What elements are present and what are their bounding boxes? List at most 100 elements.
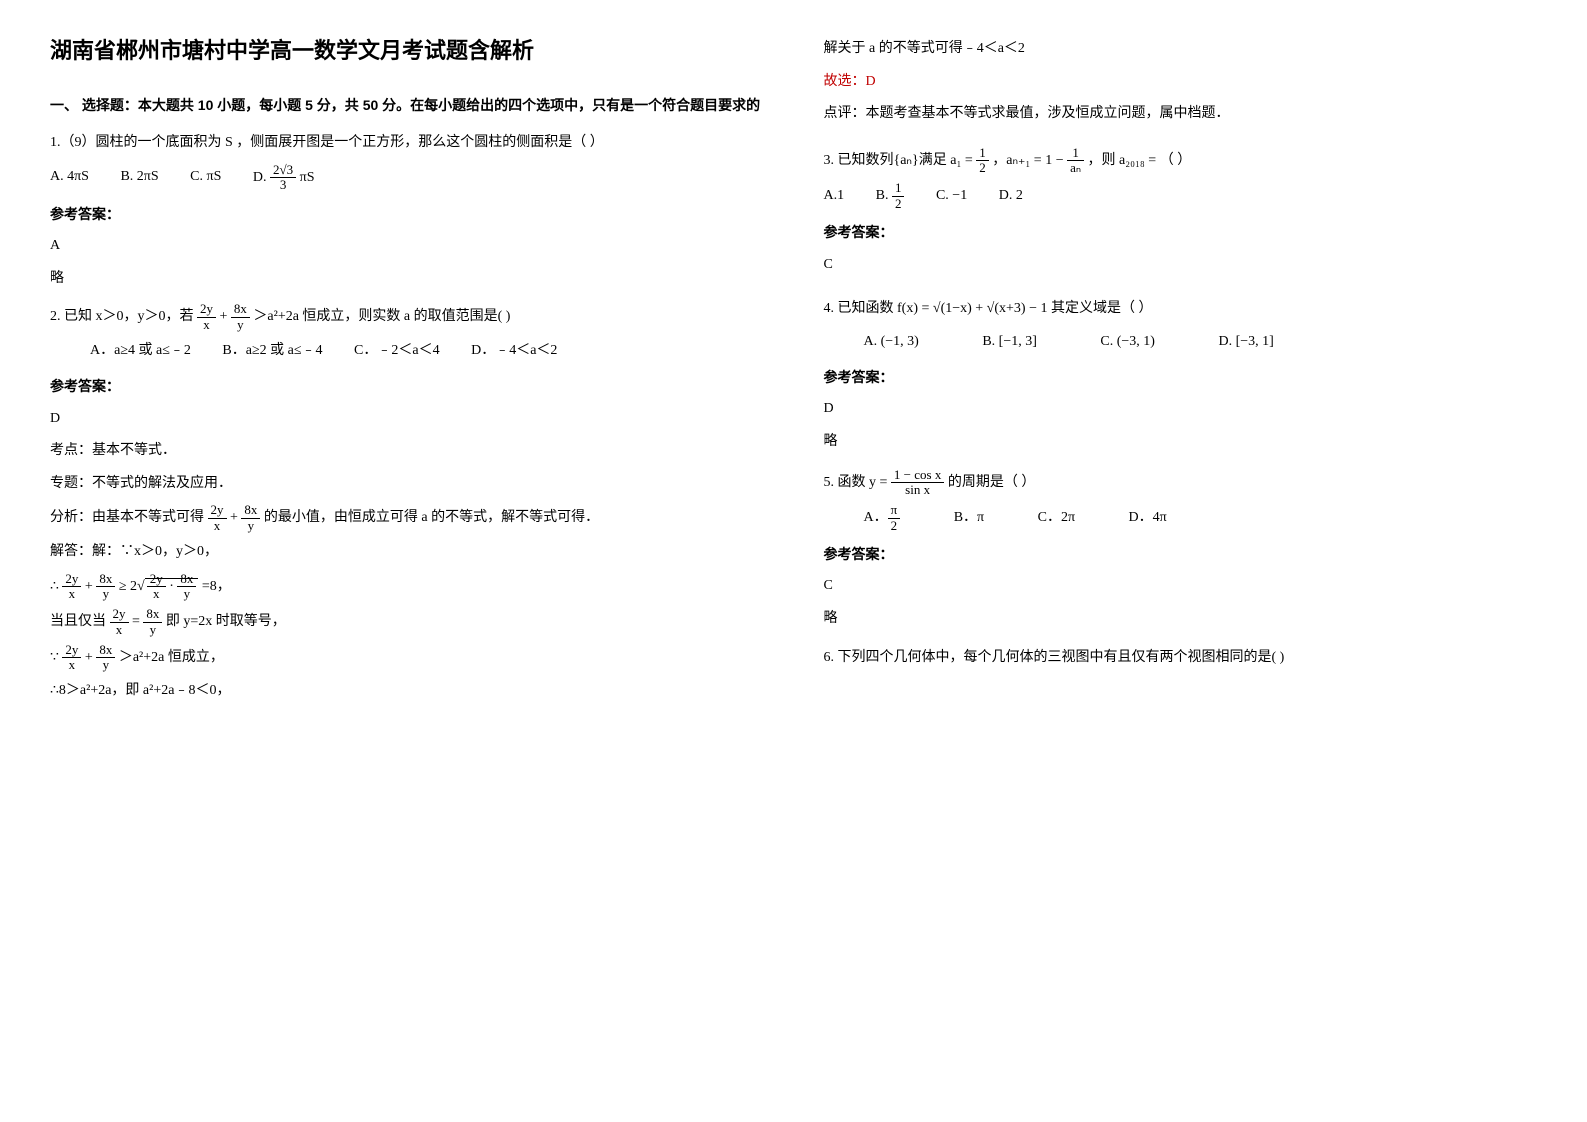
q2-opt-a: A．a≥4 或 a≤﹣2 (90, 338, 191, 365)
q3-eq: = （ ） (1145, 153, 1191, 168)
q2-jie4-f2: 8xy (96, 643, 115, 673)
q5-opt-a: A．π2 (864, 503, 901, 533)
q3-c2: ，则 (1084, 153, 1119, 168)
q4-func: f(x) = √(1−x) + √(x+3) − 1 (897, 301, 1047, 316)
q2-opt-b: B．a≥2 或 a≤﹣4 (222, 338, 322, 365)
q2-jie4-f1: 2yx (62, 643, 81, 673)
q5-a-frac: π2 (888, 503, 901, 533)
q5-answer: C (824, 573, 1538, 600)
q4-note: 略 (824, 429, 1538, 456)
q2-plus: + (216, 309, 231, 324)
q3-opt-b: B. 12 (876, 181, 905, 211)
q6-stem: 6. 下列四个几何体中，每个几何体的三视图中有且仅有两个视图相同的是( ) (824, 645, 1538, 672)
q1-stem: 1.（9）圆柱的一个底面积为 S ，侧面展开图是一个正方形，那么这个圆柱的侧面积… (50, 130, 764, 157)
q2-jie3-eq: = (129, 614, 144, 629)
q2-opt-c: C．﹣2＜a＜4 (354, 338, 440, 365)
right-column: 解关于 a 的不等式可得﹣4＜a＜2 故选：D 点评：本题考查基本不等式求最值，… (824, 30, 1538, 1092)
q3-options: A.1 B. 12 C. −1 D. 2 (824, 181, 1538, 211)
q2-f2: 8xy (231, 302, 250, 332)
q5-y-lhs: y = (869, 475, 891, 490)
q3-opt-d: D. 2 (999, 183, 1023, 210)
q2-answer-label: 参考答案： (50, 373, 764, 400)
page-title: 湖南省郴州市塘村中学高一数学文月考试题含解析 (50, 30, 764, 72)
q2-jie1: 解答：解：∵x＞0，y＞0， (50, 539, 764, 566)
q1-opt-a: A. 4πS (50, 164, 89, 191)
q2-fenxi-post: 的最小值，由恒成立可得 a 的不等式，解不等式可得． (260, 510, 599, 525)
q1-stem-text: 1.（9）圆柱的一个底面积为 S ，侧面展开图是一个正方形，那么这个圆柱的侧面积… (50, 135, 604, 150)
q5-opt-b: B．π (954, 505, 984, 532)
q5-opt-c: C．2π (1038, 505, 1075, 532)
q2-continue-2: 故选：D (824, 69, 1538, 96)
q2-jie2-sqrt: 2yx · 8xy (137, 572, 198, 602)
q3-opt-a: A.1 (824, 183, 845, 210)
q1-d-frac: 2√33 (270, 163, 296, 193)
q5-answer-label: 参考答案： (824, 541, 1538, 568)
q2-jie2-mid: ≥ 2 (115, 579, 137, 594)
q2-jie3-pre: 当且仅当 (50, 614, 110, 629)
q5-note: 略 (824, 606, 1538, 633)
q1-answer: A (50, 233, 764, 260)
q1-options: A. 4πS B. 2πS C. πS D. 2√33 πS (50, 163, 764, 193)
q4-answer-label: 参考答案： (824, 364, 1538, 391)
q2-kaodian: 考点：基本不等式． (50, 438, 764, 465)
q2-jie3: 当且仅当 2yx = 8xy 即 y=2x 时取等号， (50, 607, 764, 637)
q2-jie2: ∴ 2yx + 8xy ≥ 22yx · 8xy =8， (50, 572, 764, 602)
q3-rec-frac: 1aₙ (1067, 146, 1084, 176)
q3-a1-lhs: a₁ = (950, 153, 976, 168)
q2-jie3-f1: 2yx (110, 607, 129, 637)
q2-jie3-post: 即 y=2x 时取等号， (162, 614, 285, 629)
q2-answer: D (50, 406, 764, 433)
q2-fenxi-f1: 2yx (208, 503, 227, 533)
q2-stem-pre: 2. 已知 x＞0，y＞0，若 (50, 309, 197, 324)
q2-jie2-post: =8， (198, 579, 230, 594)
q2-jie2-plus: + (81, 579, 96, 594)
q5-y-frac: 1 − cos xsin x (891, 468, 944, 498)
q4-stem-post: 其定义域是（ ） (1047, 301, 1152, 316)
q3-stem-pre: 3. 已知数列{aₙ}满足 (824, 153, 951, 168)
question-1: 1.（9）圆柱的一个底面积为 S ，侧面展开图是一个正方形，那么这个圆柱的侧面积… (50, 130, 764, 292)
q2-fenxi-pre: 分析：由基本不等式可得 (50, 510, 208, 525)
question-2: 2. 已知 x＞0，y＞0，若 2yx + 8xy ＞a²+2a 恒成立，则实数… (50, 302, 764, 705)
q1-note: 略 (50, 266, 764, 293)
q1-opt-d: D. 2√33 πS (253, 163, 315, 193)
question-4: 4. 已知函数 f(x) = √(1−x) + √(x+3) − 1 其定义域是… (824, 296, 1538, 455)
q2-opt-d: D．﹣4＜a＜2 (471, 338, 557, 365)
q2-jie2-f2: 8xy (96, 572, 115, 602)
q4-stem-pre: 4. 已知函数 (824, 301, 898, 316)
q2-jie4-post: ＞a²+2a 恒成立， (115, 650, 224, 665)
q4-opt-b: B. [−1, 3] (982, 329, 1037, 356)
q2-zhuanti: 专题：不等式的解法及应用． (50, 471, 764, 498)
q3-c1: ， (989, 153, 1007, 168)
q2-continue-1: 解关于 a 的不等式可得﹣4＜a＜2 (824, 36, 1538, 63)
q3-answer-label: 参考答案： (824, 219, 1538, 246)
q2-jie5: ∴8＞a²+2a，即 a²+2a﹣8＜0， (50, 678, 764, 705)
q4-opt-c: C. (−3, 1) (1100, 329, 1155, 356)
q5-stem-pre: 5. 函数 (824, 475, 870, 490)
q2-jie2-pre: ∴ (50, 579, 62, 594)
q2-stem: 2. 已知 x＞0，y＞0，若 2yx + 8xy ＞a²+2a 恒成立，则实数… (50, 302, 764, 332)
q3-opt-c: C. −1 (936, 183, 967, 210)
q2-stem-post: ＞a²+2a 恒成立，则实数 a 的取值范围是( ) (250, 309, 511, 324)
q3-b-pre: B. (876, 188, 892, 203)
q4-options: A. (−1, 3) B. [−1, 3] C. (−3, 1) D. [−3,… (824, 329, 1538, 356)
q4-answer: D (824, 396, 1538, 423)
q3-stem: 3. 已知数列{aₙ}满足 a₁ = 12 ，aₙ₊₁ = 1 − 1aₙ ，则… (824, 146, 1538, 176)
q4-opt-a: A. (−1, 3) (864, 329, 919, 356)
q2-continue-3: 点评：本题考查基本不等式求最值，涉及恒成立问题，属中档题． (824, 101, 1538, 128)
q5-opt-d: D．4π (1129, 505, 1167, 532)
q2-fenxi: 分析：由基本不等式可得 2yx + 8xy 的最小值，由恒成立可得 a 的不等式… (50, 503, 764, 533)
q2-jie4-pre: ∵ (50, 650, 62, 665)
q3-target: a₂₀₁₈ (1119, 153, 1145, 168)
q3-a1-frac: 12 (976, 146, 989, 176)
q1-opt-c: C. πS (190, 164, 221, 191)
q2-jie4: ∵ 2yx + 8xy ＞a²+2a 恒成立， (50, 643, 764, 673)
left-column: 湖南省郴州市塘村中学高一数学文月考试题含解析 一、 选择题：本大题共 10 小题… (50, 30, 764, 1092)
section-1-heading: 一、 选择题：本大题共 10 小题，每小题 5 分，共 50 分。在每小题给出的… (50, 92, 764, 119)
q5-stem: 5. 函数 y = 1 − cos xsin x 的周期是（ ） (824, 468, 1538, 498)
q4-stem: 4. 已知函数 f(x) = √(1−x) + √(x+3) − 1 其定义域是… (824, 296, 1538, 323)
q1-d-suffix: πS (296, 170, 314, 185)
q1-d-prefix: D. (253, 170, 270, 185)
q2-jie3-f2: 8xy (143, 607, 162, 637)
q3-b-frac: 12 (892, 181, 905, 211)
q5-stem-post: 的周期是（ ） (944, 475, 1035, 490)
